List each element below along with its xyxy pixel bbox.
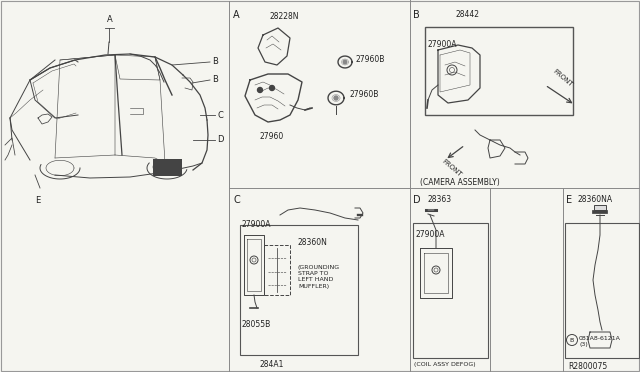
Text: C: C [233, 195, 240, 205]
Text: 081A8-6121A
(3): 081A8-6121A (3) [579, 336, 621, 347]
Text: 27900A: 27900A [428, 40, 458, 49]
Text: B: B [570, 337, 574, 343]
Text: E: E [566, 195, 572, 205]
Text: 28363: 28363 [428, 195, 452, 204]
Text: R2800075: R2800075 [568, 362, 607, 371]
Bar [565, 223, 639, 358]
Text: 28442: 28442 [455, 10, 479, 19]
Bar [425, 27, 573, 115]
Text: FRONT: FRONT [552, 68, 574, 88]
Circle shape [334, 96, 338, 100]
Text: (CAMERA ASSEMBLY): (CAMERA ASSEMBLY) [420, 178, 500, 187]
Text: 27960: 27960 [260, 132, 284, 141]
Text: 27900A: 27900A [415, 230, 445, 239]
Text: A: A [233, 10, 239, 20]
Bar [413, 223, 488, 358]
Text: (COIL ASSY DEFOG): (COIL ASSY DEFOG) [414, 362, 476, 367]
Text: D: D [413, 195, 420, 205]
Text: C: C [217, 110, 223, 119]
Text: E: E [35, 196, 40, 205]
Text: 27960B: 27960B [350, 90, 380, 99]
Text: FRONT: FRONT [441, 158, 463, 178]
Circle shape [269, 86, 275, 90]
Text: D: D [217, 135, 223, 144]
Text: B: B [212, 58, 218, 67]
Text: 28228N: 28228N [270, 12, 300, 21]
Text: B: B [212, 76, 218, 84]
Circle shape [257, 87, 262, 93]
Text: 28360NA: 28360NA [578, 195, 613, 204]
Bar [240, 225, 358, 355]
Text: 284A1: 284A1 [260, 360, 284, 369]
Circle shape [343, 60, 347, 64]
Text: 28055B: 28055B [241, 320, 270, 329]
Bar [594, 205, 606, 210]
Text: 27960B: 27960B [355, 55, 385, 64]
Text: 28360N: 28360N [297, 238, 327, 247]
Text: (GROUNDING
STRAP TO
LEFT HAND
MUFFLER): (GROUNDING STRAP TO LEFT HAND MUFFLER) [298, 265, 340, 289]
Text: B: B [413, 10, 420, 20]
Text: A: A [107, 15, 113, 24]
Text: 27900A: 27900A [241, 220, 271, 229]
